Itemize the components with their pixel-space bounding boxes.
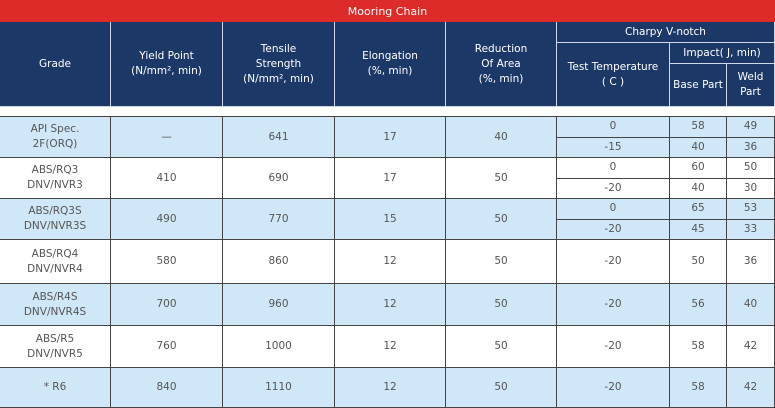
cell-weld: 36 — [727, 240, 775, 284]
cell-elongation: 12 — [335, 368, 446, 408]
cell-elongation: 12 — [335, 326, 446, 368]
cell-base: 58 — [670, 326, 727, 368]
cell-test-temp: -20 — [557, 326, 670, 368]
cell-yield: 700 — [111, 284, 223, 326]
cell-tensile: 960 — [223, 284, 335, 326]
cell-base: 40 — [670, 178, 727, 199]
cell-grade: ABS/RQ4 DNV/NVR4 — [0, 240, 111, 284]
cell-test-temp: 0 — [557, 158, 670, 179]
cell-elongation: 12 — [335, 284, 446, 326]
cell-test-temp: -20 — [557, 284, 670, 326]
cell-reduction: 50 — [446, 326, 557, 368]
cell-test-temp: 0 — [557, 199, 670, 220]
cell-test-temp: -20 — [557, 178, 670, 199]
cell-reduction: 50 — [446, 199, 557, 240]
cell-base: 58 — [670, 368, 727, 408]
cell-tensile: 690 — [223, 158, 335, 199]
cell-grade: ABS/R5 DNV/NVR5 — [0, 326, 111, 368]
cell-grade: API Spec. 2F(ORQ) — [0, 117, 111, 158]
header-tensile: Tensile Strength (N/mm², min) — [223, 22, 335, 107]
header-weld: Weld Part — [727, 64, 775, 107]
cell-grade: ABS/RQ3S DNV/NVR3S — [0, 199, 111, 240]
cell-reduction: 50 — [446, 158, 557, 199]
cell-reduction: 50 — [446, 240, 557, 284]
cell-yield: 580 — [111, 240, 223, 284]
cell-base: 65 — [670, 199, 727, 220]
cell-weld: 33 — [727, 219, 775, 240]
cell-weld: 42 — [727, 368, 775, 408]
cell-grade: * R6 — [0, 368, 111, 408]
cell-reduction: 40 — [446, 117, 557, 158]
table-title: Mooring Chain — [0, 0, 775, 22]
cell-test-temp: -20 — [557, 240, 670, 284]
cell-weld: 42 — [727, 326, 775, 368]
cell-reduction: 50 — [446, 284, 557, 326]
header-elongation: Elongation (%, min) — [335, 22, 446, 107]
cell-weld: 53 — [727, 199, 775, 220]
cell-tensile: 641 — [223, 117, 335, 158]
header-test-temp: Test Temperature ( C ) — [557, 43, 670, 107]
cell-reduction: 50 — [446, 368, 557, 408]
cell-weld: 30 — [727, 178, 775, 199]
cell-weld: 50 — [727, 158, 775, 179]
cell-tensile: 1000 — [223, 326, 335, 368]
cell-grade: ABS/RQ3 DNV/NVR3 — [0, 158, 111, 199]
cell-weld: 40 — [727, 284, 775, 326]
header-grade: Grade — [0, 22, 111, 107]
cell-base: 58 — [670, 117, 727, 138]
header-impact: Impact( J, min) — [670, 43, 775, 64]
cell-tensile: 770 — [223, 199, 335, 240]
cell-yield: 410 — [111, 158, 223, 199]
header-charpy: Charpy V-notch — [557, 22, 775, 43]
cell-elongation: 15 — [335, 199, 446, 240]
cell-weld: 36 — [727, 137, 775, 158]
header-base: Base Part — [670, 64, 727, 107]
cell-base: 50 — [670, 240, 727, 284]
cell-elongation: 12 — [335, 240, 446, 284]
cell-elongation: 17 — [335, 117, 446, 158]
header-yield: Yield Point (N/mm², min) — [111, 22, 223, 107]
cell-yield: 760 — [111, 326, 223, 368]
header-reduction: Reduction Of Area (%, min) — [446, 22, 557, 107]
cell-grade: ABS/R4S DNV/NVR4S — [0, 284, 111, 326]
cell-base: 56 — [670, 284, 727, 326]
cell-test-temp: -20 — [557, 219, 670, 240]
cell-elongation: 17 — [335, 158, 446, 199]
cell-weld: 49 — [727, 117, 775, 138]
header-gap — [0, 107, 775, 117]
cell-base: 60 — [670, 158, 727, 179]
cell-test-temp: 0 — [557, 117, 670, 138]
cell-test-temp: -15 — [557, 137, 670, 158]
cell-test-temp: -20 — [557, 368, 670, 408]
cell-tensile: 1110 — [223, 368, 335, 408]
table-header: Grade Yield Point (N/mm², min) Tensile S… — [0, 22, 775, 107]
cell-yield: 490 — [111, 199, 223, 240]
cell-base: 40 — [670, 137, 727, 158]
cell-base: 45 — [670, 219, 727, 240]
cell-yield: — — [111, 117, 223, 158]
cell-yield: 840 — [111, 368, 223, 408]
cell-tensile: 860 — [223, 240, 335, 284]
